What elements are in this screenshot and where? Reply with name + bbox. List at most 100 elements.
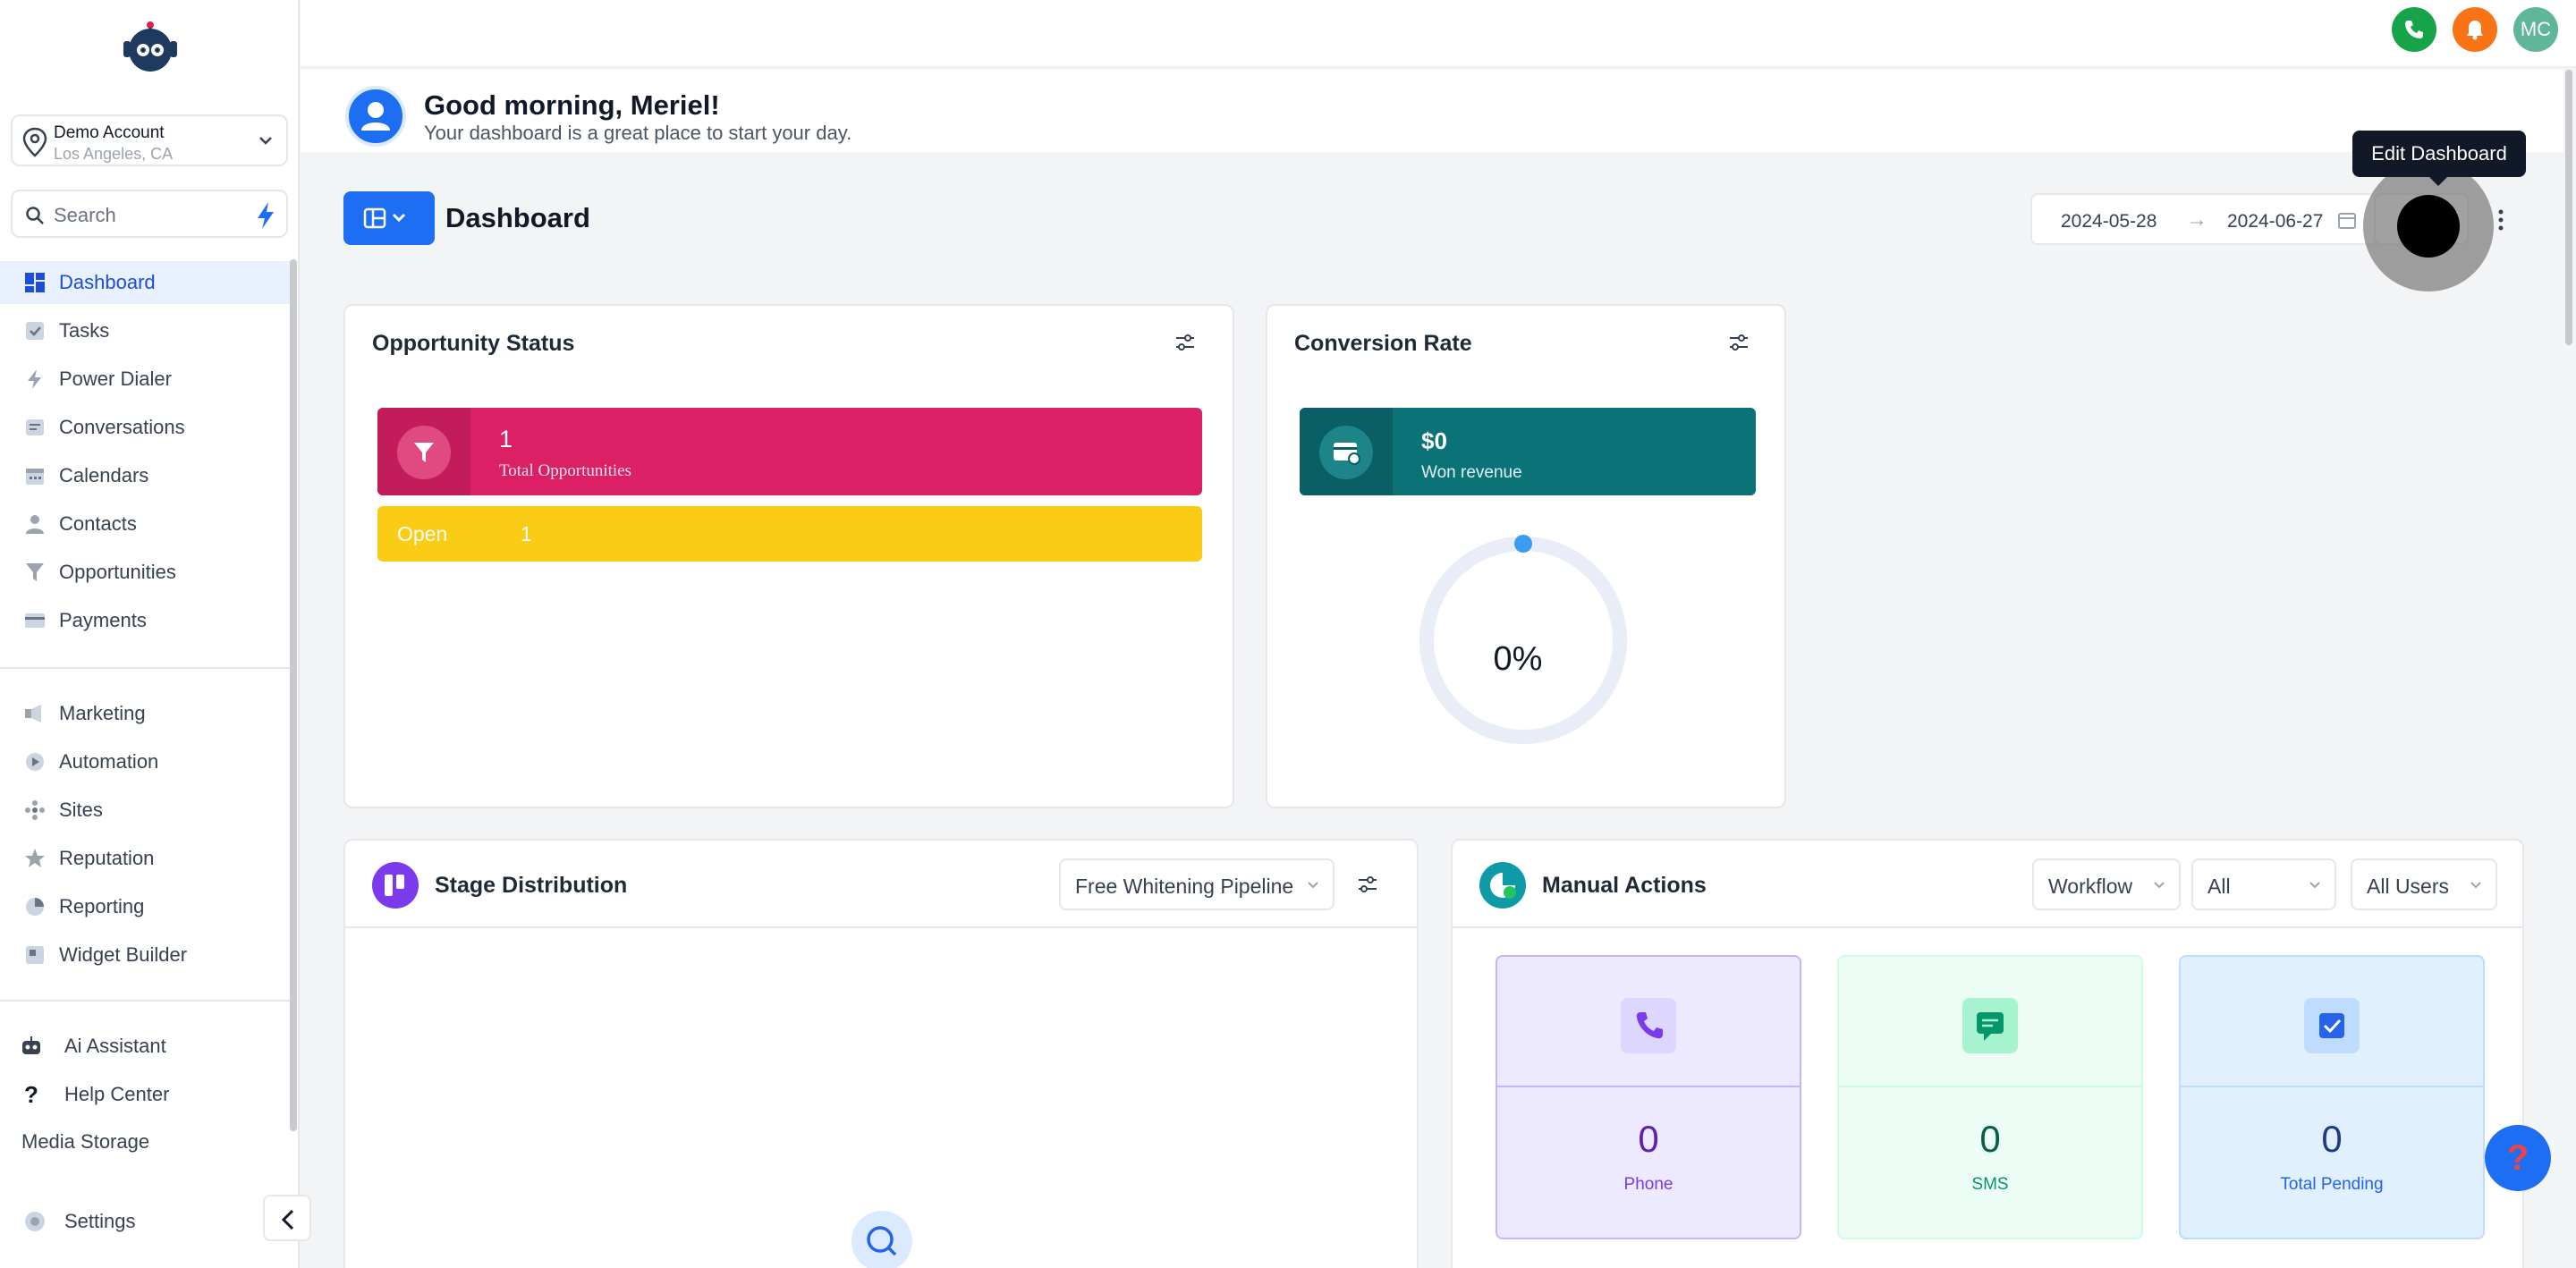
card-title: Manual Actions (1542, 873, 1707, 898)
sidebar-item-media-storage[interactable]: Media Storage (0, 1121, 292, 1162)
sms-stat[interactable]: 0 SMS (1837, 955, 2143, 1239)
chevron-down-icon (1308, 882, 1318, 889)
phone-label: Phone (1623, 1175, 1674, 1194)
account-switcher[interactable]: Demo Account Los Angeles, CA (11, 114, 288, 166)
megaphone-icon (25, 705, 41, 723)
phone-icon (2405, 21, 2423, 38)
donut-progress-marker (1514, 535, 1532, 553)
sidebar-item-ai-assistant[interactable]: Ai Assistant (0, 1025, 292, 1068)
sidebar-item-calendars[interactable]: Calendars (0, 454, 292, 497)
edit-dashboard-tooltip: Edit Dashboard (2352, 131, 2526, 186)
notifications-button[interactable] (2453, 7, 2497, 52)
tune-icon[interactable] (1174, 331, 1197, 354)
sidebar-item-payments[interactable]: Payments (0, 599, 292, 642)
sidebar-item-opportunities[interactable]: Opportunities (0, 551, 292, 594)
calendar-icon (2338, 213, 2356, 229)
more-options-icon[interactable] (2496, 207, 2506, 232)
sidebar-item-label: Reporting (59, 895, 145, 917)
total-opportunities-label: Total Opportunities (499, 461, 632, 480)
dashboard-switcher-button[interactable] (343, 191, 435, 245)
tasks-icon (26, 322, 44, 340)
sidebar-item-label: Widget Builder (59, 943, 188, 966)
sidebar-item-tasks[interactable]: Tasks (0, 309, 292, 352)
phone-button[interactable] (2392, 7, 2436, 52)
pending-count: 0 (2321, 1118, 2343, 1160)
sidebar-item-label: Ai Assistant (64, 1035, 166, 1057)
sidebar-item-label: Automation (59, 750, 159, 773)
dashboard-icon (25, 273, 45, 292)
sidebar-item-label: Conversations (59, 416, 185, 438)
sidebar-divider (0, 1000, 292, 1002)
sidebar-item-reputation[interactable]: Reputation (0, 837, 292, 880)
tune-icon[interactable] (1356, 873, 1379, 896)
users-filter-select[interactable]: All Users (2351, 858, 2497, 910)
revenue-icon (1300, 408, 1393, 495)
pending-label: Total Pending (2280, 1175, 2384, 1194)
filter-value: All (2207, 875, 2231, 898)
main-scrollbar[interactable] (2565, 70, 2572, 345)
sidebar-item-marketing[interactable]: Marketing (0, 692, 292, 735)
total-opportunities-bar[interactable]: 1 Total Opportunities (377, 408, 1202, 495)
sidebar-item-label: Payments (59, 609, 147, 631)
sidebar-scrollbar[interactable] (290, 259, 297, 1131)
calendar-icon (26, 469, 44, 485)
top-bar: MC (301, 0, 2576, 68)
sidebar-item-power-dialer[interactable]: Power Dialer (0, 358, 292, 401)
open-opportunities-bar[interactable]: Open 1 (377, 506, 1202, 562)
collapse-sidebar-button[interactable] (263, 1195, 311, 1241)
sidebar-item-widget-builder[interactable]: Widget Builder (0, 934, 292, 976)
card-title: Conversion Rate (1294, 331, 1472, 356)
sidebar-item-label: Settings (64, 1210, 136, 1232)
user-avatar[interactable]: MC (2513, 7, 2558, 52)
phone-stat[interactable]: 0 Phone (1496, 955, 1801, 1239)
greeting-subtitle: Your dashboard is a great place to start… (424, 122, 852, 144)
phone-icon (1621, 998, 1676, 1053)
opportunity-status-card: Opportunity Status 1 Total Opportunities… (343, 304, 1234, 808)
tune-icon[interactable] (1727, 331, 1750, 354)
arrow-right-icon: → (2186, 207, 2207, 232)
workflow-filter-select[interactable]: Workflow (2032, 858, 2181, 910)
star-icon (25, 849, 45, 867)
sidebar-item-label: Reputation (59, 847, 155, 869)
search-box[interactable]: Search (11, 190, 288, 238)
total-opportunities-value: 1 (499, 426, 513, 452)
help-button[interactable]: ? (2485, 1125, 2551, 1191)
won-revenue-box[interactable]: $0 Won revenue (1300, 408, 1756, 495)
account-name: Demo Account (54, 123, 165, 142)
layout-icon (363, 207, 406, 229)
sidebar-item-label: Tasks (59, 319, 110, 342)
sidebar-item-contacts[interactable]: Contacts (0, 503, 292, 545)
sidebar-item-reporting[interactable]: Reporting (0, 885, 292, 928)
manual-actions-card: Manual Actions Workflow All All Users 0 … (1451, 839, 2524, 1268)
sidebar-item-settings[interactable]: Settings (0, 1200, 292, 1243)
greeting-title: Good morning, Meriel! (424, 89, 720, 121)
sidebar-item-conversations[interactable]: Conversations (0, 406, 292, 449)
sidebar-item-automation[interactable]: Automation (0, 740, 292, 783)
filter-value: All Users (2367, 875, 2450, 898)
sites-icon (25, 800, 45, 820)
conversion-percent: 0% (1493, 640, 1543, 678)
date-start[interactable]: 2024-05-28 (2061, 211, 2157, 232)
search-input[interactable]: Search (54, 204, 116, 226)
chevron-down-icon (259, 137, 272, 145)
question-icon: ? (2506, 1137, 2529, 1178)
date-range-picker[interactable]: 2024-05-28 → 2024-06-27 (2030, 193, 2377, 245)
automation-icon (26, 753, 44, 771)
sidebar-item-label: Help Center (64, 1083, 170, 1105)
open-value: 1 (521, 522, 532, 545)
bell-icon (2467, 21, 2483, 40)
sidebar-item-label: Opportunities (59, 561, 176, 583)
sidebar-item-sites[interactable]: Sites (0, 789, 292, 832)
bolt-icon[interactable] (254, 200, 277, 231)
date-end[interactable]: 2024-06-27 (2227, 211, 2324, 232)
greeting-avatar (345, 86, 406, 147)
cursor-dot (2397, 195, 2460, 258)
sidebar-item-help-center[interactable]: ? Help Center (0, 1073, 292, 1116)
filter-value: Workflow (2048, 875, 2133, 898)
status-filter-select[interactable]: All (2191, 858, 2336, 910)
total-pending-stat[interactable]: 0 Total Pending (2179, 955, 2485, 1239)
pipeline-select[interactable]: Free Whitening Pipeline (1059, 858, 1335, 910)
kanban-icon (372, 862, 419, 909)
robot-logo-icon[interactable] (120, 20, 181, 75)
sidebar-item-dashboard[interactable]: Dashboard (0, 261, 292, 304)
